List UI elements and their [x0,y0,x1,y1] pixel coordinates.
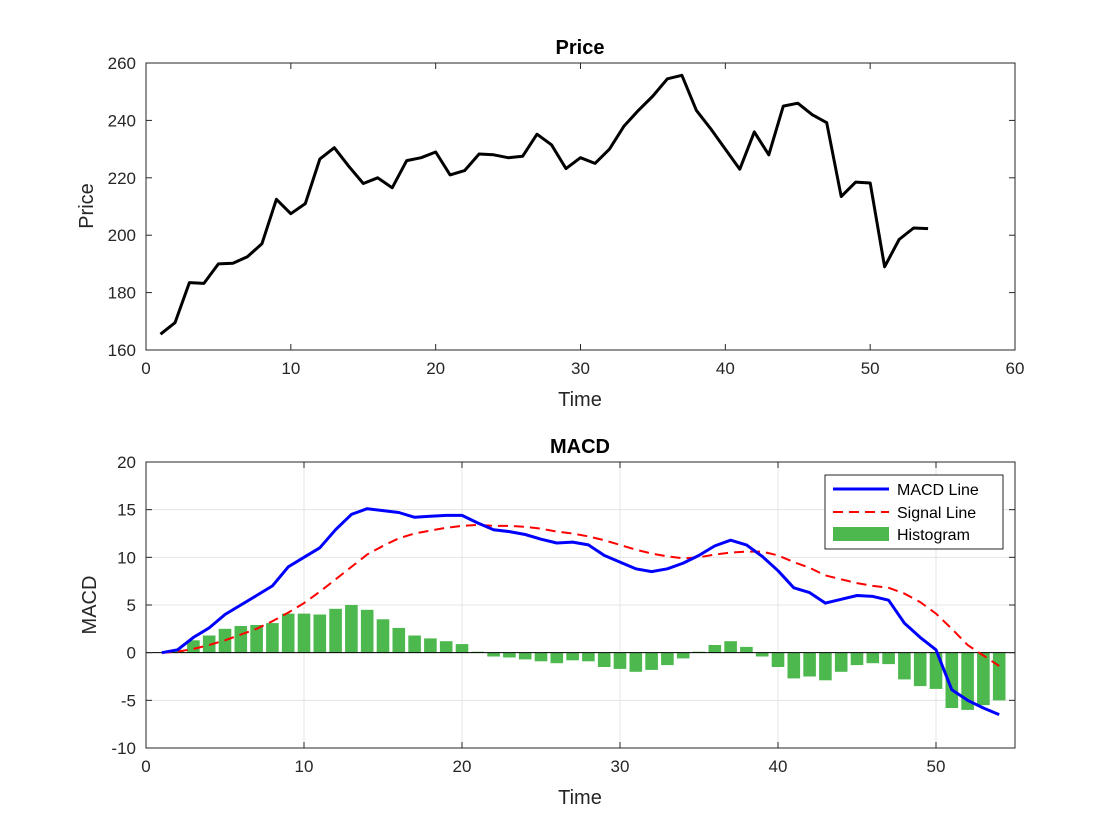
price-plot-area [145,62,1016,351]
histogram-bar [582,652,595,662]
histogram-bar [882,652,895,665]
histogram-bar [360,609,374,653]
histogram-bar [645,652,658,670]
y-tick-label: -5 [121,691,136,710]
y-tick-label: 160 [108,341,136,360]
histogram-bar [771,652,785,667]
y-tick-label: 260 [108,54,136,73]
histogram-bar [345,605,358,653]
y-tick-label: 240 [108,111,136,130]
x-tick-label: 30 [611,757,630,776]
histogram-bar [740,646,753,653]
y-tick-label: 180 [108,284,136,303]
histogram-bar [850,652,864,666]
x-tick-label: 0 [141,757,150,776]
macd-y-axis-label: MACD [79,576,101,635]
price-series-line [159,73,929,336]
histogram-bar [392,627,406,653]
histogram-bar [708,645,722,653]
y-tick-label: 10 [117,548,136,567]
histogram-bar [961,652,974,710]
price-x-axis-label: Time [558,389,602,411]
x-tick-label: 10 [295,757,314,776]
y-tick-label: -10 [111,739,136,758]
x-tick-label: 20 [426,359,445,378]
histogram-bar [297,613,311,653]
macd-histogram-bars [171,605,1006,710]
x-tick-label: 20 [453,757,472,776]
histogram-bar [266,623,279,653]
macd-series-line [161,507,1000,716]
x-tick-label: 50 [861,359,880,378]
signal-series-line [161,523,1000,667]
y-tick-label: 200 [108,226,136,245]
histogram-bar [661,652,674,666]
histogram-bar [913,652,927,687]
histogram-bar [992,652,1006,701]
histogram-bar [787,652,801,679]
histogram-bar [803,652,816,677]
x-tick-label: 50 [927,757,946,776]
histogram-bar [834,652,848,672]
histogram-bar [613,652,627,669]
histogram-bar [629,652,643,672]
legend-label-histogram: Histogram [897,527,970,544]
price-y-ticks: 160 180 200 220 240 260 [108,54,1015,360]
legend-swatch-histogram [833,527,889,541]
x-tick-label: 0 [141,359,150,378]
histogram-bar [866,652,880,664]
x-tick-label: 40 [769,757,788,776]
macd-x-axis-label: Time [558,787,602,809]
histogram-bar [424,638,437,653]
macd-plot-frame [145,461,1016,749]
y-tick-label: 20 [117,453,136,472]
x-tick-label: 40 [716,359,735,378]
histogram-bar [676,652,690,659]
price-x-ticks: 0 10 20 30 40 50 60 [141,63,1024,378]
histogram-bar [408,635,421,653]
histogram-bar [550,652,564,664]
price-y-axis-label: Price [76,183,98,229]
histogram-bar [376,619,390,653]
histogram-bar [503,652,516,658]
x-tick-label: 30 [571,359,590,378]
x-tick-label: 10 [281,359,300,378]
macd-chart-title: MACD [550,436,610,458]
histogram-bar [329,608,342,653]
histogram-bar [945,652,959,708]
histogram-bar [755,652,769,657]
macd-x-ticks: 0 10 20 30 40 50 [141,462,945,776]
price-axes: 0 10 20 30 40 50 60 160 180 200 220 240 260 Price T… [76,37,1024,411]
macd-axes: 0 10 20 30 40 50 -10 -5 0 5 10 15 20 MACD Time MACD… [79,436,1016,809]
histogram-bar [566,652,579,661]
histogram-bar [534,652,548,662]
histogram-bar [187,640,200,653]
y-tick-label: 0 [127,644,136,663]
legend-label-signal: Signal Line [897,505,976,522]
histogram-bar [977,652,990,706]
histogram-bar [487,652,500,657]
x-tick-label: 60 [1006,359,1025,378]
histogram-bar [898,652,911,680]
histogram-bar [250,625,263,653]
y-tick-label: 220 [108,169,136,188]
histogram-bar [724,641,737,653]
histogram-bar [234,626,248,653]
macd-legend: MACD Line Signal Line Histogram [824,474,1004,550]
legend-label-macd: MACD Line [897,482,979,499]
y-tick-label: 5 [127,596,136,615]
y-tick-label: 15 [117,501,136,520]
price-chart-title: Price [556,37,605,59]
histogram-bar [597,652,611,667]
histogram-bar [819,652,832,681]
histogram-bar [455,644,469,653]
histogram-bar [439,641,453,653]
histogram-bar [281,613,295,653]
macd-y-ticks: -10 -5 0 5 10 15 20 [111,453,1015,758]
histogram-bar [518,652,532,660]
histogram-bar [313,614,327,653]
